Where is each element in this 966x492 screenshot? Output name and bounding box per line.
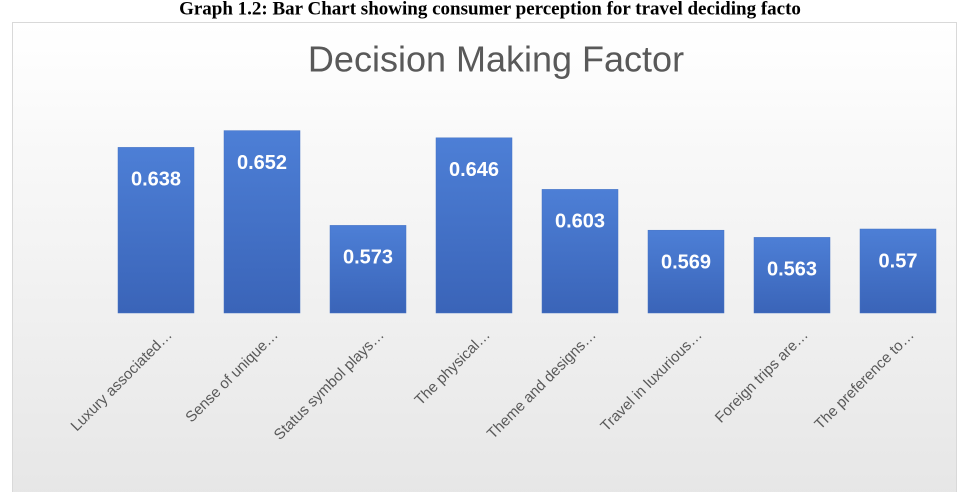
data-label: 0.652 bbox=[237, 152, 287, 174]
data-label: 0.646 bbox=[449, 159, 499, 181]
bar bbox=[859, 228, 937, 314]
data-label: 0.573 bbox=[343, 247, 393, 269]
bar bbox=[117, 147, 195, 314]
chart-title: Decision Making Factor bbox=[308, 39, 684, 80]
bar bbox=[223, 130, 301, 314]
data-label: 0.603 bbox=[555, 211, 605, 233]
bar bbox=[435, 137, 513, 314]
bar bbox=[541, 189, 619, 314]
data-label: 0.569 bbox=[661, 251, 711, 273]
data-label: 0.563 bbox=[767, 259, 817, 281]
data-label: 0.57 bbox=[879, 250, 918, 272]
bar bbox=[647, 229, 725, 314]
data-label: 0.638 bbox=[131, 169, 181, 191]
bar bbox=[329, 225, 407, 314]
caption: Graph 1.2: Bar Chart showing consumer pe… bbox=[179, 0, 801, 19]
bar bbox=[753, 237, 831, 314]
